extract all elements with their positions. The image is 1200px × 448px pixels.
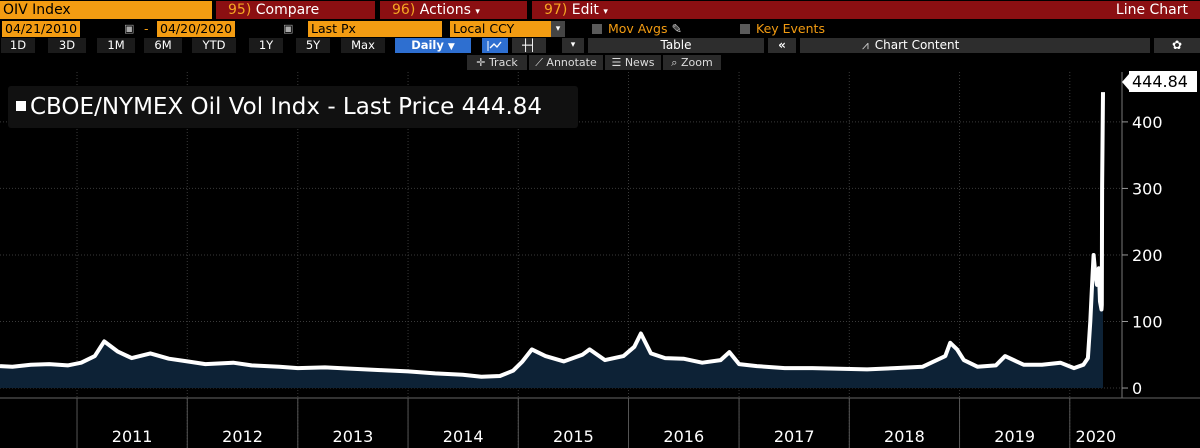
x-axis-ticks: 2011 2012 2013 2014 2015 2016 2017 2018 2019 2020	[76, 398, 1117, 448]
period-max-button[interactable]: Max	[341, 38, 385, 53]
double-chevron-left-icon[interactable]: «	[768, 38, 796, 53]
edit-number: 97)	[544, 2, 568, 18]
x-tick-label: 2016	[663, 427, 704, 446]
chart-content-button[interactable]: ⩘ Chart Content	[800, 38, 1150, 53]
command-bar: OIV Index 95) Compare 96) Actions ▾ 97) …	[0, 0, 1200, 20]
currency-dropdown-icon[interactable]: ▾	[551, 21, 565, 37]
series-line	[0, 92, 1105, 379]
period-6m-button[interactable]: 6M	[144, 38, 182, 53]
period-1y-button[interactable]: 1Y	[249, 38, 283, 53]
period-ytd-button[interactable]: YTD	[192, 38, 236, 53]
compare-button[interactable]: 95) Compare	[216, 1, 375, 19]
x-tick-label: 2017	[774, 427, 815, 446]
field-value: Last Px	[311, 21, 356, 36]
edit-button[interactable]: 97) Edit ▾ Line Chart	[532, 1, 1200, 19]
x-tick-label: 2013	[333, 427, 374, 446]
gear-icon[interactable]: ✿	[1154, 38, 1200, 53]
period-1d-button[interactable]: 1D	[1, 38, 35, 53]
checkbox-icon	[592, 24, 602, 34]
x-tick-label: 2012	[222, 427, 263, 446]
key-events-toggle[interactable]: Key Events	[740, 21, 825, 37]
ticker-field[interactable]: OIV Index	[0, 1, 212, 19]
start-date-value: 04/21/2010	[5, 21, 78, 36]
zoom-tool[interactable]: ⌕ Zoom	[663, 55, 721, 70]
frequency-select[interactable]: Daily ▼	[395, 38, 471, 53]
chart-style-dropdown-icon[interactable]: ▾	[562, 38, 584, 53]
calendar-icon[interactable]: ▣	[124, 22, 135, 35]
tag-pointer-icon	[1122, 74, 1129, 90]
zoom-label: Zoom	[680, 56, 713, 69]
mov-avgs-label: Mov Avgs	[608, 21, 668, 36]
y-axis-ticks: 0 100 200 300 400	[1122, 113, 1163, 398]
period-5y-button[interactable]: 5Y	[296, 38, 330, 53]
x-tick-label: 2011	[112, 427, 153, 446]
end-date-value: 04/20/2020	[160, 21, 233, 36]
field-select[interactable]: Last Px	[308, 21, 442, 37]
x-tick-label: 2018	[884, 427, 925, 446]
legend-value: 444.84	[461, 94, 543, 120]
chart-type-label: Line Chart	[1115, 2, 1188, 18]
line-chart-icon[interactable]	[482, 38, 508, 53]
mov-avgs-toggle[interactable]: Mov Avgs ✎	[592, 21, 682, 37]
last-value-tag: 444.84	[1122, 71, 1197, 92]
chart-tools: ✛ Track ⟋ Annotate ☰ News ⌕ Zoom	[0, 54, 1200, 72]
annotate-tool[interactable]: ⟋ Annotate	[529, 55, 603, 70]
legend-series-name: CBOE/NYMEX Oil Vol Indx - Last Price	[30, 94, 455, 120]
last-value-text: 444.84	[1132, 72, 1188, 91]
key-events-label: Key Events	[756, 21, 825, 36]
currency-select[interactable]: Local CCY	[450, 21, 554, 37]
x-tick-label: 2019	[994, 427, 1035, 446]
chart-legend: CBOE/NYMEX Oil Vol Indx - Last Price 444…	[8, 86, 578, 128]
end-date-field[interactable]: 04/20/2020	[157, 21, 236, 37]
frequency-value: Daily	[411, 38, 444, 52]
checkbox-icon	[740, 24, 750, 34]
table-label: Table	[660, 38, 692, 52]
track-label: Track	[488, 56, 518, 69]
chevron-down-icon: ▼	[447, 42, 455, 52]
news-tool[interactable]: ☰ News	[605, 55, 661, 70]
y-tick-label: 100	[1132, 312, 1163, 331]
period-1m-button[interactable]: 1M	[97, 38, 135, 53]
y-tick-label: 300	[1132, 179, 1163, 198]
range-controls: 04/21/2010 ▣ - 04/20/2020 ▣ Last Px Loca…	[0, 20, 1200, 37]
legend-swatch	[16, 101, 26, 111]
grid	[0, 72, 1122, 448]
table-button[interactable]: Table	[588, 38, 764, 53]
ticker-label: OIV Index	[3, 2, 71, 18]
edit-label: Edit	[571, 2, 599, 18]
x-tick-label: 2014	[443, 427, 484, 446]
y-tick-label: 0	[1132, 379, 1142, 398]
pen-icon: ⟋	[535, 56, 543, 69]
x-tick-label: 2015	[553, 427, 594, 446]
y-tick-label: 400	[1132, 113, 1163, 132]
compare-label: Compare	[255, 2, 320, 18]
period-3d-button[interactable]: 3D	[48, 38, 86, 53]
y-tick-label: 200	[1132, 246, 1163, 265]
period-toolbar: 1D 3D 1M 6M YTD 1Y 5Y Max Daily ▼ ┼┤ ▾ T…	[0, 37, 1200, 54]
series-area-fill	[0, 92, 1103, 389]
magnifier-icon: ⌕	[671, 56, 678, 69]
actions-button[interactable]: 96) Actions ▾	[380, 1, 527, 19]
edit-dropdown-icon: ▾	[603, 7, 608, 17]
annotate-label: Annotate	[546, 56, 597, 69]
actions-dropdown-icon: ▾	[475, 7, 480, 17]
x-tick-label: 2020	[1076, 427, 1117, 446]
track-tool[interactable]: ✛ Track	[467, 55, 527, 70]
bar-chart-icon[interactable]: ┼┤	[512, 38, 546, 53]
start-date-field[interactable]: 04/21/2010	[2, 21, 81, 37]
calendar-icon[interactable]: ▣	[283, 22, 294, 35]
actions-number: 96)	[392, 2, 416, 18]
chart-content-icon: ⩘	[862, 38, 869, 52]
crosshair-icon: ✛	[476, 56, 486, 69]
actions-label: Actions	[419, 2, 471, 18]
date-range-separator: -	[144, 21, 149, 36]
news-label: News	[624, 56, 655, 69]
currency-value: Local CCY	[453, 21, 515, 36]
compare-number: 95)	[228, 2, 252, 18]
chart-content-label: Chart Content	[874, 38, 960, 52]
news-icon: ☰	[611, 56, 622, 69]
pencil-icon: ✎	[671, 21, 682, 36]
